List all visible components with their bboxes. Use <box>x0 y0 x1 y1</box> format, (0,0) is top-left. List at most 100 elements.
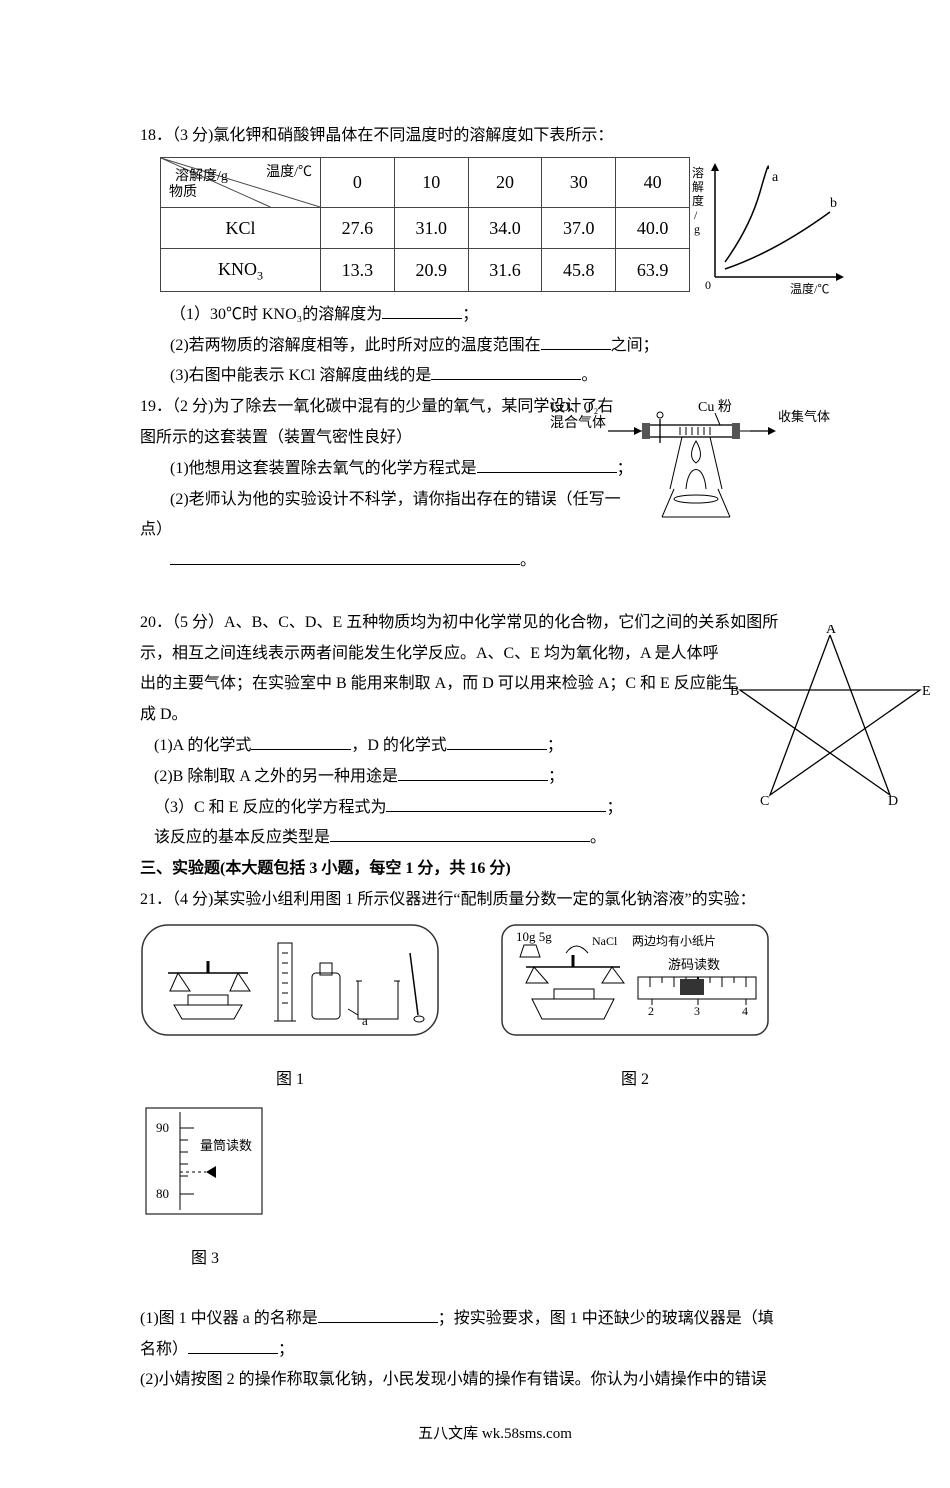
temp-10: 10 <box>394 157 468 207</box>
solubility-chart: 溶 解 度 / g a b 0 温度/℃ <box>680 157 850 297</box>
q20-star-diagram: A B E C D <box>730 625 930 805</box>
q21-stem: 21．（4 分)某实验小组利用图 1 所示仪器进行“配制质量分数一定的氯化钠溶液… <box>140 886 850 915</box>
tail: 之间； <box>611 337 659 354</box>
q19: CO、O₂ 混合气体 Cu 粉 <box>140 393 850 576</box>
q20-num: 20． <box>140 614 172 631</box>
q20-l4: 成 D。 <box>140 701 830 730</box>
q18-table-and-chart: 溶解度/g 温度/℃ 物质 0 10 20 30 40 KCl 27.6 31.… <box>160 157 850 297</box>
q20-sub1: (1)A 的化学式，D 的化学式； <box>140 732 830 761</box>
svg-text:b: b <box>830 196 837 211</box>
q20-sub3a: （3）C 和 E 反应的化学方程式为 <box>154 799 386 816</box>
svg-text:溶: 溶 <box>692 165 704 180</box>
kcl-10: 31.0 <box>394 207 468 248</box>
kno3-10: 20.9 <box>394 249 468 292</box>
svg-text:NaCl: NaCl <box>592 934 618 948</box>
q21-pts: （4 分) <box>172 891 213 908</box>
kcl-0: 27.6 <box>321 207 395 248</box>
q19-pts: （2 分) <box>172 398 213 415</box>
tail: ； <box>278 1341 294 1358</box>
table-row: KCl 27.6 31.0 34.0 37.0 40.0 <box>161 207 690 248</box>
q18-stem: 18．（3 分)氯化钾和硝酸钾晶体在不同温度时的溶解度如下表所示： <box>140 122 850 151</box>
svg-text:游码读数: 游码读数 <box>668 957 720 972</box>
q21-stemtext: 某实验小组利用图 1 所示仪器进行“配制质量分数一定的氯化钠溶液”的实验： <box>213 891 755 908</box>
q20-l1: 20．（5 分）A、B、C、D、E 五种物质均为初中化学常见的化合物，它们之间的… <box>140 609 830 638</box>
fig3-svg: 90 80 量筒读数 <box>140 1102 270 1232</box>
tail: 。 <box>581 367 597 384</box>
exam-page: 18．（3 分)氯化钾和硝酸钾晶体在不同温度时的溶解度如下表所示： 溶解度/g … <box>0 0 950 1488</box>
svg-text:CO、O₂: CO、O₂ <box>550 400 599 415</box>
kcl-40: 40.0 <box>616 207 690 248</box>
temp-40: 40 <box>616 157 690 207</box>
solubility-table: 溶解度/g 温度/℃ 物质 0 10 20 30 40 KCl 27.6 31.… <box>160 157 690 293</box>
svg-text:D: D <box>888 794 898 805</box>
svg-text:混合气体: 混合气体 <box>550 415 606 431</box>
q20-pts: （5 分） <box>172 614 224 631</box>
q21-num: 21． <box>140 891 172 908</box>
q20-sub3: （3）C 和 E 反应的化学方程式为； <box>140 794 830 823</box>
q20: A B E C D 20．（5 分）A、B、C、D、E 五种物质均为初中化学常见… <box>140 609 850 853</box>
blank <box>541 332 611 350</box>
fig2-box: 10g 5g NaCl 两边均有小纸片 游码读数 2 3 <box>500 923 770 1095</box>
svg-text:量筒读数: 量筒读数 <box>200 1138 252 1153</box>
kno3-sub: 3 <box>257 269 263 283</box>
blank <box>170 548 520 566</box>
svg-text:a: a <box>772 170 779 185</box>
q18-sub3-text: (3)右图中能表示 KCl 溶解度曲线的是 <box>170 367 431 384</box>
hdr-substance: 物质 <box>169 180 197 205</box>
q21-sub1: (1)图 1 中仪器 a 的名称是；按实验要求，图 1 中还缺少的玻璃仪器是（填 <box>140 1305 850 1334</box>
q18-sub2-text: (2)若两物质的溶解度相等，此时所对应的温度范围在 <box>170 337 541 354</box>
svg-text:0: 0 <box>705 278 711 292</box>
q20-sub4: 该反应的基本反应类型是。 <box>140 824 830 853</box>
kcl-30: 37.0 <box>542 207 616 248</box>
tail: 。 <box>590 829 606 846</box>
q18-sub2: (2)若两物质的溶解度相等，此时所对应的温度范围在 之间； <box>140 332 850 361</box>
svg-text:a: a <box>362 1013 368 1028</box>
q20-sub1mid: ，D 的化学式 <box>351 737 447 754</box>
q19-sub1-text: (1)他想用这套装置除去氧气的化学方程式是 <box>170 460 477 477</box>
kno3-30: 45.8 <box>542 249 616 292</box>
q18-pts: （3 分) <box>172 127 213 144</box>
fig2-caption: 图 2 <box>500 1066 770 1095</box>
svg-text:90: 90 <box>156 1120 169 1135</box>
svg-text:收集气体: 收集气体 <box>778 409 830 424</box>
svg-text:E: E <box>922 684 930 699</box>
temp-0: 0 <box>321 157 395 207</box>
blank <box>318 1305 438 1323</box>
svg-text:3: 3 <box>694 1004 700 1018</box>
q20-l3: 出的主要气体；在实验室中 B 能用来制取 A，而 D 可以用来检验 A；C 和 … <box>140 670 830 699</box>
tail: 。 <box>520 552 536 569</box>
fig3-box: 90 80 量筒读数 图 3 <box>140 1102 850 1274</box>
kno3-base: KNO <box>218 259 257 279</box>
q21-sub1b: 名称） ； <box>140 1336 850 1365</box>
svg-text:B: B <box>730 684 739 699</box>
q21-sub2: (2)小婧按图 2 的操作称取氯化钠，小民发现小婧的操作有错误。你认为小婧操作中… <box>140 1366 850 1395</box>
q20-sub2: (2)B 除制取 A 之外的另一种用途是； <box>140 763 830 792</box>
blank <box>447 732 547 750</box>
q18-num: 18． <box>140 127 172 144</box>
svg-text:10g 5g: 10g 5g <box>516 929 552 944</box>
q19-sub2-blank: 。 <box>140 547 650 576</box>
svg-text:温度/℃: 温度/℃ <box>790 281 829 296</box>
section3-heading: 三、实验题(本大题包括 3 小题，每空 1 分，共 16 分) <box>140 855 850 884</box>
q18-sub1: （1）30℃时 KNO₃的溶解度为； <box>140 301 850 330</box>
svg-text:4: 4 <box>742 1004 748 1018</box>
hdr-temp: 温度/℃ <box>266 160 312 185</box>
q20-sub1a: (1)A 的化学式 <box>154 737 251 754</box>
table-row: KNO3 13.3 20.9 31.6 45.8 63.9 <box>161 249 690 292</box>
fig1-svg: a <box>140 923 440 1053</box>
q19-apparatus-diagram: CO、O₂ 混合气体 Cu 粉 <box>550 393 830 533</box>
q18-sub1-text: （1）30℃时 KNO₃的溶解度为 <box>170 306 382 323</box>
svg-text:解: 解 <box>692 180 704 194</box>
q20-sub2a: (2)B 除制取 A 之外的另一种用途是 <box>154 768 398 785</box>
q20-l2: 示，相互之间连线表示两者间能发生化学反应。A、C、E 均为氧化物，A 是人体呼 <box>140 640 830 669</box>
kno3-20: 31.6 <box>468 249 542 292</box>
svg-text:g: g <box>694 222 700 236</box>
svg-text:80: 80 <box>156 1186 169 1201</box>
blank <box>431 363 581 381</box>
blank <box>251 732 351 750</box>
svg-text:/: / <box>694 208 698 222</box>
q21-sub1b-text: 名称） <box>140 1341 188 1358</box>
q19-num: 19． <box>140 398 172 415</box>
temp-30: 30 <box>542 157 616 207</box>
blank <box>188 1336 278 1354</box>
